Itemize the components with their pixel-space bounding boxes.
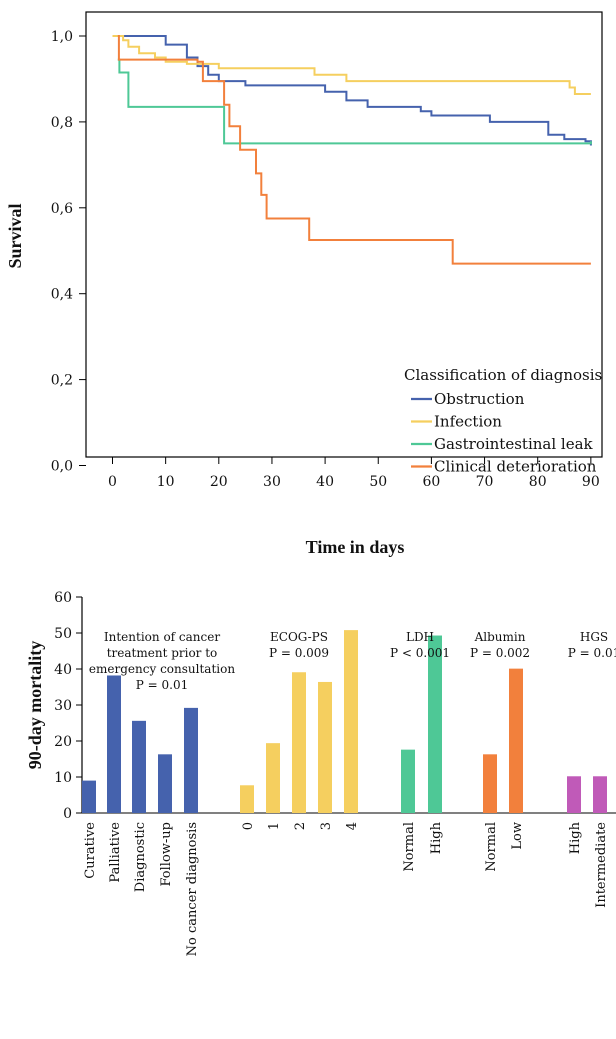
bar xyxy=(344,630,358,813)
bar xyxy=(428,635,442,813)
bar xyxy=(266,743,280,813)
y-tick-label: 0 xyxy=(63,806,72,822)
survival-x-axis-label: Time in days xyxy=(306,537,405,557)
survival-curve-obstruction xyxy=(117,35,592,146)
group-title-line: P < 0.001 xyxy=(390,646,450,660)
category-label: 1 xyxy=(267,822,282,830)
category-label: No cancer diagnosis xyxy=(185,822,200,956)
category-label: 4 xyxy=(345,822,360,830)
bar xyxy=(240,785,254,813)
bar xyxy=(401,749,415,813)
bar xyxy=(567,776,581,813)
category-label: Diagnostic xyxy=(133,822,148,892)
y-tick-label: 50 xyxy=(54,626,72,642)
y-tick-label: 0,8 xyxy=(51,115,73,131)
y-tick-label: 30 xyxy=(54,698,72,714)
legend-title: Classification of diagnosis xyxy=(404,366,602,384)
x-tick-label: 20 xyxy=(210,474,228,490)
survival-curve-gastrointestinal-leak xyxy=(117,58,592,145)
category-label: High xyxy=(568,821,583,854)
group-title-line: HGS xyxy=(580,630,608,644)
bar xyxy=(107,675,121,813)
legend-label-gastrointestinal-leak: Gastrointestinal leak xyxy=(434,435,594,453)
group-title-line: P = 0.009 xyxy=(269,646,329,660)
group-title-line: treatment prior to xyxy=(107,646,218,660)
x-tick-label: 80 xyxy=(529,474,547,490)
x-tick-label: 60 xyxy=(422,474,440,490)
category-label: Curative xyxy=(83,822,98,879)
category-label: 3 xyxy=(319,822,334,830)
category-label: Follow-up xyxy=(159,822,174,887)
group-title-line: Albumin xyxy=(474,630,526,644)
mortality-y-axis-label: 90-day mortality xyxy=(25,641,45,769)
group-title-line: P = 0.01 xyxy=(136,678,188,692)
category-label: High xyxy=(429,821,444,854)
x-tick-label: 30 xyxy=(263,474,281,490)
bar xyxy=(593,776,607,813)
legend-label-infection: Infection xyxy=(434,413,502,431)
bar xyxy=(318,681,332,813)
group-title-line: emergency consultation xyxy=(89,662,235,676)
y-tick-label: 10 xyxy=(54,770,72,786)
y-tick-label: 20 xyxy=(54,734,72,750)
y-tick-label: 1,0 xyxy=(51,29,73,45)
y-tick-label: 40 xyxy=(54,662,72,678)
group-title-line: P = 0.002 xyxy=(470,646,530,660)
bar xyxy=(509,668,523,813)
category-label: 2 xyxy=(293,822,308,830)
y-tick-label: 0,6 xyxy=(51,201,73,217)
x-tick-label: 40 xyxy=(316,474,334,490)
bar xyxy=(483,754,497,813)
survival-curve-clinical-deterioration xyxy=(117,35,591,265)
survival-y-axis-label: Survival xyxy=(5,203,25,268)
group-title-line: LDH xyxy=(406,630,434,644)
survival-plot-frame xyxy=(85,11,603,458)
group-title-line: P = 0.01 xyxy=(568,646,616,660)
y-tick-label: 60 xyxy=(54,590,72,606)
group-title-line: Intention of cancer xyxy=(104,630,220,644)
survival-chart: 0 10 20 30 40 50 60 70 80 90 0,0 0,2 0,4 0,6 0,8 1,0 Su… xyxy=(5,11,603,557)
x-tick-label: 90 xyxy=(582,474,600,490)
y-tick-label: 0,0 xyxy=(51,459,73,475)
category-label: Normal xyxy=(402,822,417,872)
category-label: Intermediate xyxy=(594,822,609,908)
survival-curve-infection xyxy=(112,35,591,95)
category-label: Low xyxy=(510,822,525,850)
category-label: 0 xyxy=(241,822,256,830)
group-title-line: ECOG-PS xyxy=(270,630,328,644)
x-tick-label: 10 xyxy=(157,474,175,490)
category-label: Palliative xyxy=(108,822,123,883)
category-label: Normal xyxy=(484,822,499,872)
bar xyxy=(292,672,306,813)
y-tick-label: 0,2 xyxy=(51,373,73,389)
bar xyxy=(82,780,96,813)
x-tick-label: 50 xyxy=(369,474,387,490)
x-tick-label: 70 xyxy=(476,474,494,490)
bar xyxy=(132,720,146,813)
bar xyxy=(158,754,172,813)
survival-legend: Classification of diagnosis Obstruction I… xyxy=(404,366,602,476)
x-tick-label: 0 xyxy=(108,474,117,490)
bar xyxy=(184,707,198,813)
legend-label-clinical-deterioration: Clinical deterioration xyxy=(434,458,597,476)
legend-label-obstruction: Obstruction xyxy=(434,390,525,408)
y-tick-label: 0,4 xyxy=(51,287,73,303)
